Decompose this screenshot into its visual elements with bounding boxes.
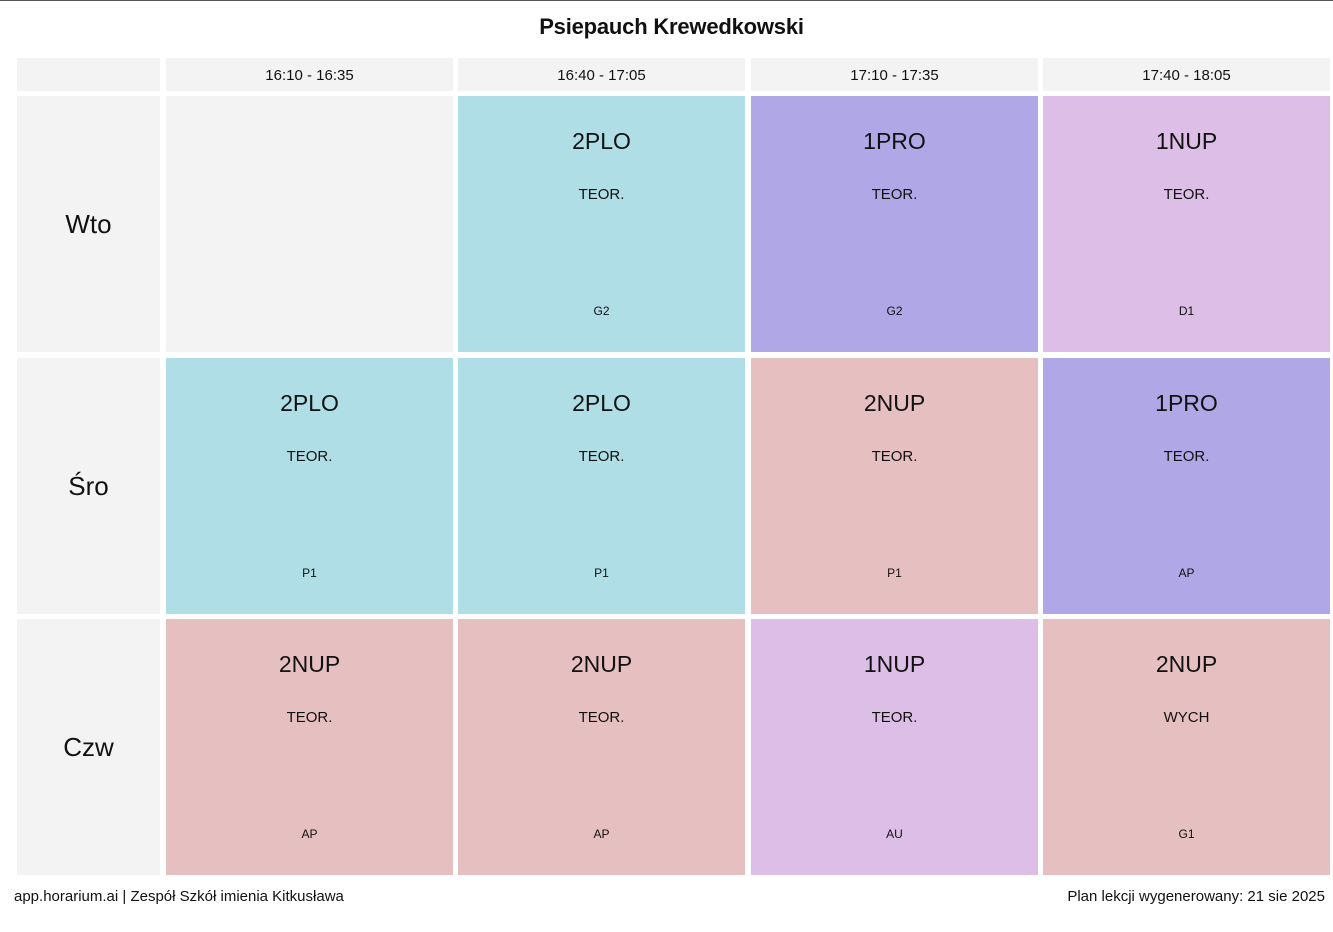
lesson-cell[interactable]: 2PLO TEOR. P1 bbox=[166, 358, 453, 614]
lesson-room: AP bbox=[1178, 566, 1195, 580]
lesson-type: TEOR. bbox=[578, 709, 625, 726]
corner-cell bbox=[17, 58, 160, 91]
lesson-type: WYCH bbox=[1163, 709, 1210, 726]
lesson-room: D1 bbox=[1178, 304, 1195, 318]
lesson-class: 1NUP bbox=[1155, 128, 1218, 154]
lesson-cell[interactable]: 1PRO TEOR. AP bbox=[1043, 358, 1330, 614]
lesson-cell[interactable]: 2NUP TEOR. AP bbox=[166, 619, 453, 875]
lesson-class: 1PRO bbox=[863, 128, 926, 154]
lesson-type: TEOR. bbox=[871, 448, 918, 465]
lesson-room: AP bbox=[301, 827, 318, 841]
lesson-room: P1 bbox=[887, 566, 902, 580]
lesson-type: TEOR. bbox=[871, 186, 918, 203]
lesson-class: 2NUP bbox=[1155, 651, 1218, 677]
lesson-room: P1 bbox=[594, 566, 609, 580]
lesson-cell[interactable]: 2PLO TEOR. G2 bbox=[458, 96, 745, 352]
lesson-class: 2PLO bbox=[572, 128, 631, 154]
lesson-class: 2PLO bbox=[572, 390, 631, 416]
lesson-class: 2NUP bbox=[863, 390, 926, 416]
lesson-type: TEOR. bbox=[286, 709, 333, 726]
lesson-cell[interactable]: 2NUP WYCH G1 bbox=[1043, 619, 1330, 875]
footer-source: app.horarium.ai | Zespół Szkół imienia K… bbox=[14, 888, 344, 905]
lesson-room: P1 bbox=[302, 566, 317, 580]
lesson-class: 1PRO bbox=[1155, 390, 1218, 416]
lesson-room: G1 bbox=[1178, 827, 1195, 841]
day-label: Czw bbox=[17, 619, 160, 875]
lesson-class: 2NUP bbox=[278, 651, 341, 677]
lesson-cell[interactable]: 1PRO TEOR. G2 bbox=[751, 96, 1038, 352]
time-slot-header: 16:40 - 17:05 bbox=[458, 58, 745, 91]
page-title: Psiepauch Krewedkowski bbox=[539, 14, 804, 39]
lesson-type: TEOR. bbox=[578, 448, 625, 465]
lesson-cell[interactable]: 2NUP TEOR. P1 bbox=[751, 358, 1038, 614]
footer-generated-date: Plan lekcji wygenerowany: 21 sie 2025 bbox=[1067, 888, 1325, 905]
lesson-cell[interactable]: 2NUP TEOR. AP bbox=[458, 619, 745, 875]
lesson-class: 1NUP bbox=[863, 651, 926, 677]
top-border bbox=[0, 0, 1333, 1]
time-slot-header: 17:10 - 17:35 bbox=[751, 58, 1038, 91]
empty-lesson-cell[interactable] bbox=[166, 96, 453, 352]
time-slot-header: 17:40 - 18:05 bbox=[1043, 58, 1330, 91]
lesson-type: TEOR. bbox=[286, 448, 333, 465]
lesson-cell[interactable]: 1NUP TEOR. AU bbox=[751, 619, 1038, 875]
lesson-type: TEOR. bbox=[871, 709, 918, 726]
day-label: Śro bbox=[17, 358, 160, 614]
lesson-room: G2 bbox=[593, 304, 610, 318]
lesson-room: G2 bbox=[886, 304, 903, 318]
lesson-type: TEOR. bbox=[578, 186, 625, 203]
lesson-type: TEOR. bbox=[1163, 186, 1210, 203]
lesson-room: AU bbox=[886, 827, 903, 841]
lesson-cell[interactable]: 1NUP TEOR. D1 bbox=[1043, 96, 1330, 352]
lesson-class: 2NUP bbox=[570, 651, 633, 677]
time-slot-header: 16:10 - 16:35 bbox=[166, 58, 453, 91]
lesson-room: AP bbox=[593, 827, 610, 841]
lesson-type: TEOR. bbox=[1163, 448, 1210, 465]
lesson-class: 2PLO bbox=[280, 390, 339, 416]
lesson-cell[interactable]: 2PLO TEOR. P1 bbox=[458, 358, 745, 614]
day-label: Wto bbox=[17, 96, 160, 352]
